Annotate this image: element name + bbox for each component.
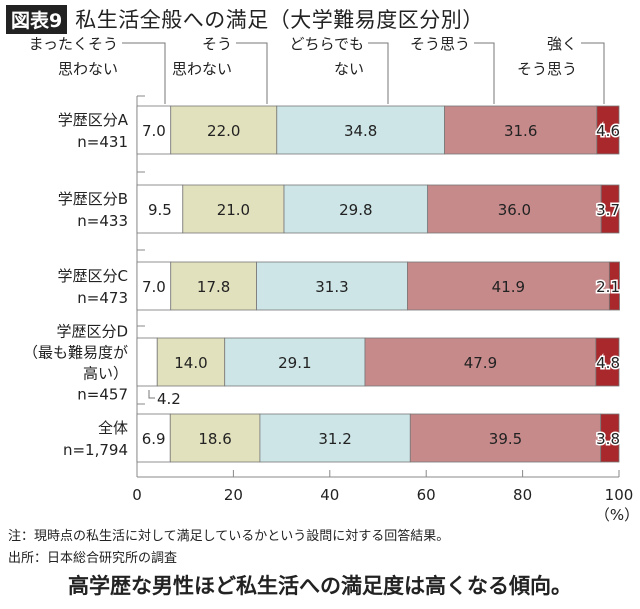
value-label: 34.8 bbox=[344, 122, 377, 140]
source-text: 出所：日本総合研究所の調査 bbox=[8, 551, 178, 566]
category-label: n=473 bbox=[77, 289, 128, 307]
category-label: （最も難易度が bbox=[23, 344, 128, 362]
value-label: 4.2 bbox=[157, 390, 181, 408]
x-unit-label: （%） bbox=[595, 506, 639, 524]
value-label: 2.1 bbox=[596, 278, 620, 296]
value-leader-line bbox=[148, 390, 155, 399]
bar-segment bbox=[608, 261, 620, 311]
value-label: 4.8 bbox=[596, 354, 620, 372]
value-label: 29.8 bbox=[339, 201, 372, 219]
value-label: 39.5 bbox=[489, 430, 522, 448]
value-label: 7.0 bbox=[142, 122, 166, 140]
legend-label: ない bbox=[334, 60, 364, 78]
bar-segment bbox=[283, 184, 429, 234]
bar-segment bbox=[136, 184, 184, 234]
bar-segment bbox=[596, 105, 620, 155]
x-tick-label: 100 bbox=[605, 486, 634, 504]
bar-segment bbox=[444, 105, 598, 155]
value-label: 6.9 bbox=[142, 430, 166, 448]
bar-segment bbox=[600, 184, 620, 234]
value-label: 31.6 bbox=[504, 122, 537, 140]
value-label: 31.2 bbox=[318, 430, 351, 448]
value-label: 3.8 bbox=[596, 430, 620, 448]
value-label: 9.5 bbox=[148, 201, 172, 219]
bar-segment bbox=[259, 413, 411, 463]
figure-badge: 図表9 bbox=[6, 4, 68, 34]
category-label: 全体 bbox=[98, 419, 128, 437]
value-label: 41.9 bbox=[492, 278, 525, 296]
legend-leader-line bbox=[474, 42, 495, 104]
x-tick-label: 80 bbox=[513, 486, 532, 504]
bar-segment bbox=[169, 413, 261, 463]
category-label: 学歴区分D bbox=[56, 323, 128, 341]
legend-label: そう思う bbox=[517, 60, 577, 78]
legend-label: そう bbox=[202, 35, 232, 53]
category-label: n=1,794 bbox=[63, 441, 128, 459]
bar-segment bbox=[224, 337, 366, 387]
bar-segment bbox=[256, 261, 408, 311]
category-label: n=433 bbox=[77, 212, 128, 230]
value-label: 47.9 bbox=[464, 354, 497, 372]
x-tick-label: 0 bbox=[132, 486, 142, 504]
x-tick-label: 40 bbox=[320, 486, 339, 504]
category-label: 学歴区分B bbox=[58, 190, 128, 208]
legend-label: 思わない bbox=[58, 60, 118, 78]
bar-segment bbox=[407, 261, 610, 311]
chart-title: 私生活全般への満足（大学難易度区分別） bbox=[75, 8, 484, 32]
bar-segment bbox=[427, 184, 602, 234]
value-label: 18.6 bbox=[198, 430, 231, 448]
legend-label: まったくそう bbox=[29, 35, 118, 53]
value-label: 7.0 bbox=[142, 278, 166, 296]
value-label: 22.0 bbox=[207, 122, 240, 140]
category-label: 学歴区分A bbox=[58, 111, 129, 129]
category-label: n=431 bbox=[77, 133, 128, 151]
value-label: 36.0 bbox=[498, 201, 531, 219]
legend-label: 強く bbox=[547, 35, 577, 53]
legend-label: そう思う bbox=[410, 35, 470, 53]
caption: 高学歴な男性ほど私生活への満足度は高くなる傾向。 bbox=[68, 574, 572, 598]
legend-leader-line bbox=[122, 42, 166, 104]
category-label: 高い） bbox=[83, 365, 128, 383]
title-block: 図表9 私生活全般への満足（大学難易度区分別） bbox=[6, 4, 484, 34]
bar-segment bbox=[136, 337, 158, 387]
legend-label: どちらでも bbox=[289, 35, 364, 53]
bar-segment bbox=[600, 413, 620, 463]
x-tick-label: 20 bbox=[224, 486, 243, 504]
value-label: 3.7 bbox=[596, 201, 620, 219]
value-label: 17.8 bbox=[197, 278, 230, 296]
bar-segment bbox=[136, 105, 172, 155]
bar-segment bbox=[409, 413, 602, 463]
category-label: n=457 bbox=[77, 386, 128, 404]
bar-segment bbox=[170, 261, 257, 311]
legend-leader-line bbox=[368, 42, 389, 104]
value-label: 14.0 bbox=[174, 354, 207, 372]
bar-segment bbox=[276, 105, 445, 155]
value-label: 31.3 bbox=[315, 278, 348, 296]
category-label: 学歴区分C bbox=[58, 267, 128, 285]
bar-segment bbox=[182, 184, 285, 234]
x-tick-label: 60 bbox=[417, 486, 436, 504]
bar-segment bbox=[595, 337, 620, 387]
legend-label: 思わない bbox=[172, 60, 232, 78]
value-label: 4.6 bbox=[596, 122, 620, 140]
legend-leader-line bbox=[236, 42, 268, 104]
value-label: 21.0 bbox=[217, 201, 250, 219]
legend-leader-line bbox=[581, 42, 605, 104]
bar-segment bbox=[170, 105, 278, 155]
value-label: 29.1 bbox=[278, 354, 311, 372]
note-text: 注：現時点の私生活に対して満足しているかという設問に対する回答結果。 bbox=[8, 529, 450, 544]
bar-segment bbox=[136, 413, 171, 463]
bar-segment bbox=[156, 337, 226, 387]
bar-segment bbox=[364, 337, 597, 387]
